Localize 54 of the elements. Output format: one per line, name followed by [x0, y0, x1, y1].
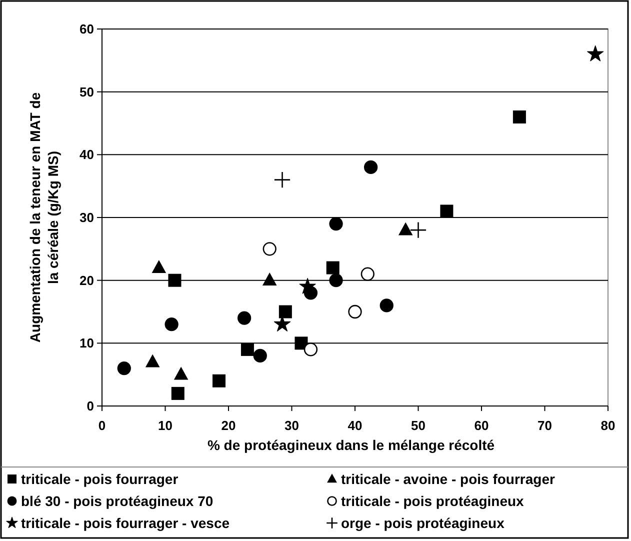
y-tick-label: 0	[86, 398, 94, 414]
y-tick-label: 60	[80, 22, 94, 37]
point	[168, 274, 182, 287]
point	[380, 298, 394, 312]
point	[152, 260, 166, 273]
point	[237, 311, 252, 325]
x-tick-label: 30	[284, 418, 299, 433]
point	[294, 336, 308, 350]
point	[304, 342, 318, 356]
legend-label: triticale - pois fourrager - vesce	[21, 514, 230, 531]
point	[326, 261, 340, 274]
point	[117, 361, 131, 376]
point	[410, 222, 427, 239]
legend-label: blé 30 - pois protéagineux 70	[21, 492, 214, 509]
point	[171, 386, 184, 400]
y-tick-label: 40	[80, 147, 94, 162]
point	[512, 110, 526, 124]
point	[145, 354, 160, 368]
point	[212, 374, 226, 388]
point	[329, 274, 343, 288]
point	[278, 305, 292, 318]
x-tick-label: 60	[474, 418, 489, 433]
x-axis-title: % de protéagineux dans le mélange récolté	[207, 437, 495, 453]
point	[348, 304, 362, 319]
y-tick-label: 50	[80, 84, 94, 100]
point	[262, 272, 277, 286]
point	[587, 45, 604, 62]
legend-label: orge - pois protéagineux	[341, 514, 505, 531]
x-tick-label: 70	[538, 418, 552, 433]
legend-label: triticale - pois protéagineux	[341, 492, 524, 509]
point	[398, 222, 413, 236]
y-tick-label: 30	[80, 210, 94, 226]
point	[274, 171, 291, 188]
x-tick-label: 10	[158, 418, 172, 433]
point	[329, 216, 343, 231]
x-tick-label: 0	[98, 418, 106, 433]
legend-label: triticale - pois fourrager	[21, 470, 179, 487]
x-tick-label: 80	[600, 418, 616, 433]
point	[253, 348, 267, 363]
point	[262, 242, 276, 256]
y-axis-title: Augmentation de la teneur en MAT de la céréale (g/Kg MS)	[27, 92, 61, 343]
point	[360, 267, 374, 281]
point	[299, 278, 316, 294]
point	[240, 342, 254, 356]
point	[364, 160, 378, 174]
point	[164, 317, 178, 332]
point	[174, 366, 188, 380]
legend-label: triticale - avoine - pois fourrager	[341, 470, 556, 487]
point	[440, 204, 454, 218]
y-tick-label: 20	[80, 272, 94, 288]
x-tick-label: 20	[221, 418, 236, 433]
x-tick-label: 40	[348, 418, 362, 433]
y-tick-label: 10	[80, 336, 94, 351]
x-tick-label: 50	[411, 418, 426, 433]
